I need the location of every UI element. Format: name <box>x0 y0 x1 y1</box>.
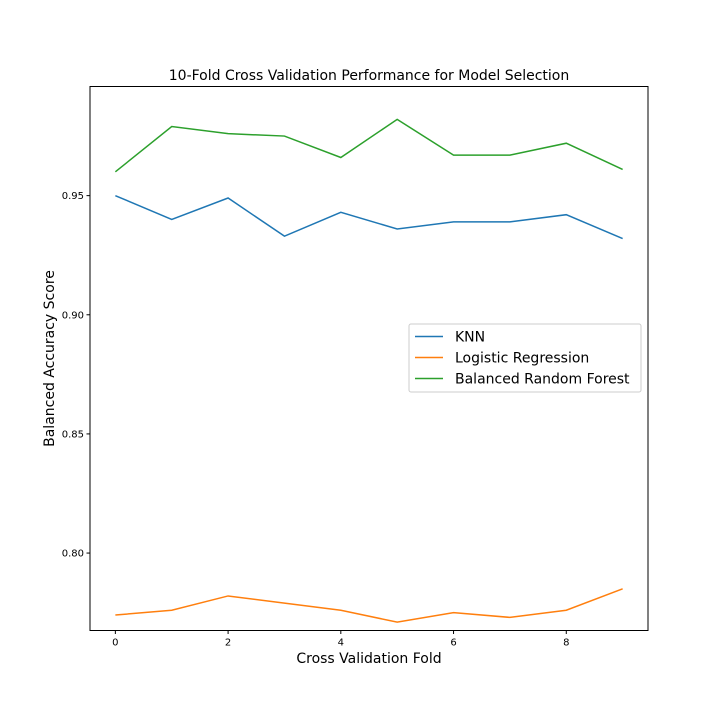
x-tick-label: 6 <box>450 638 456 649</box>
legend-label: Balanced Random Forest <box>455 372 630 388</box>
y-axis: 0.80 0.85 0.90 0.95 <box>62 191 90 560</box>
legend-label: Logistic Regression <box>455 351 589 367</box>
y-tick-label: 0.95 <box>62 191 84 202</box>
x-axis: 0 2 4 6 8 <box>112 630 569 649</box>
x-tick-label: 4 <box>338 638 344 649</box>
y-axis-label: Balanced Accuracy Score <box>42 270 58 447</box>
x-tick-label: 8 <box>563 638 569 649</box>
y-tick-label: 0.80 <box>62 549 84 560</box>
series-line-knn <box>115 194 623 240</box>
legend-frame <box>408 323 642 393</box>
series-lines <box>114 118 623 623</box>
y-tick-label: 0.85 <box>62 429 84 440</box>
series-line-balanced-random-forest <box>114 118 623 173</box>
chart-title: 10-Fold Cross Validation Performance for… <box>169 68 570 84</box>
legend: KNN Logistic Regression Balanced Random Fo… <box>408 323 642 393</box>
y-tick-label: 0.90 <box>62 310 84 321</box>
series-line-logistic-regression <box>115 588 623 623</box>
x-tick-label: 0 <box>112 638 118 649</box>
x-axis-label: Cross Validation Fold <box>296 651 441 667</box>
x-tick-label: 2 <box>225 638 231 649</box>
legend-label: KNN <box>455 330 485 346</box>
